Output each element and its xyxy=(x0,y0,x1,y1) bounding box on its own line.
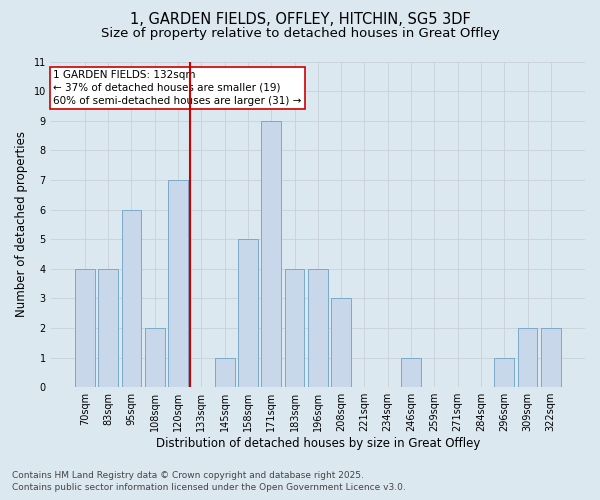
Bar xyxy=(168,180,188,387)
X-axis label: Distribution of detached houses by size in Great Offley: Distribution of detached houses by size … xyxy=(155,437,480,450)
Bar xyxy=(262,120,281,387)
Bar xyxy=(145,328,164,387)
Bar xyxy=(401,358,421,387)
Bar xyxy=(331,298,351,387)
Bar xyxy=(75,269,95,387)
Bar xyxy=(518,328,538,387)
Bar xyxy=(215,358,235,387)
Bar xyxy=(308,269,328,387)
Bar xyxy=(494,358,514,387)
Bar xyxy=(238,239,258,387)
Y-axis label: Number of detached properties: Number of detached properties xyxy=(15,132,28,318)
Bar xyxy=(98,269,118,387)
Text: Size of property relative to detached houses in Great Offley: Size of property relative to detached ho… xyxy=(101,28,499,40)
Bar xyxy=(541,328,561,387)
Bar xyxy=(122,210,142,387)
Text: Contains HM Land Registry data © Crown copyright and database right 2025.
Contai: Contains HM Land Registry data © Crown c… xyxy=(12,471,406,492)
Text: 1, GARDEN FIELDS, OFFLEY, HITCHIN, SG5 3DF: 1, GARDEN FIELDS, OFFLEY, HITCHIN, SG5 3… xyxy=(130,12,470,28)
Text: 1 GARDEN FIELDS: 132sqm
← 37% of detached houses are smaller (19)
60% of semi-de: 1 GARDEN FIELDS: 132sqm ← 37% of detache… xyxy=(53,70,302,106)
Bar xyxy=(284,269,304,387)
